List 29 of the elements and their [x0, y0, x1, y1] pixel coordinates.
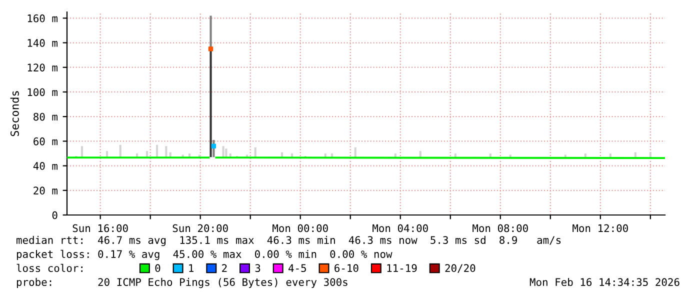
- x-tick-label: Mon 00:00: [272, 224, 328, 232]
- legend-label: 1: [189, 264, 194, 272]
- y-tick-label: 40 m: [33, 162, 58, 170]
- y-tick-label: 140 m: [28, 39, 58, 47]
- legend-label: 0: [155, 264, 160, 272]
- x-tick-label: Sun 16:00: [72, 224, 128, 232]
- legend-label: 20/20: [445, 264, 476, 273]
- legend-label: 2: [222, 264, 227, 272]
- x-tick-label: Mon 12:00: [572, 224, 628, 232]
- text: packet loss: 0.17 % avg 45.00 % max 0.00 % min 0.00 % now: [16, 250, 392, 260]
- x-tick-label: Mon 04:00: [372, 224, 428, 232]
- y-axis-title: Seconds: [10, 91, 19, 136]
- x-tick-label: Mon 08:00: [472, 224, 528, 232]
- y-tick-label: 80 m: [34, 112, 58, 121]
- legend-title: loss color:: [16, 264, 82, 272]
- y-tick-label: 60 m: [34, 137, 58, 146]
- y-tick-label: 100 m: [28, 88, 58, 96]
- y-tick-label: 0: [52, 211, 58, 220]
- y-tick-label: 20 m: [34, 186, 58, 195]
- text: median rtt: 46.7 ms avg 135.1 ms max 46.3 ms min 46.3 ms now 5.3 ms sd 8.9 am/s: [16, 236, 561, 246]
- legend-label: 11-19: [387, 264, 417, 272]
- y-tick-label: 160 m: [28, 14, 58, 22]
- legend-label: 4-5: [288, 264, 306, 272]
- text: probe: 20 ICMP Echo Pings (56 Bytes) every 300s: [16, 278, 348, 288]
- legend-label: 3: [255, 264, 260, 272]
- x-tick-label: Sun 20:00: [172, 224, 228, 232]
- legend-label: 6-10: [334, 264, 358, 272]
- text: Mon Feb 16 14:34:35 2026: [530, 278, 680, 286]
- y-tick-label: 120 m: [28, 64, 58, 72]
